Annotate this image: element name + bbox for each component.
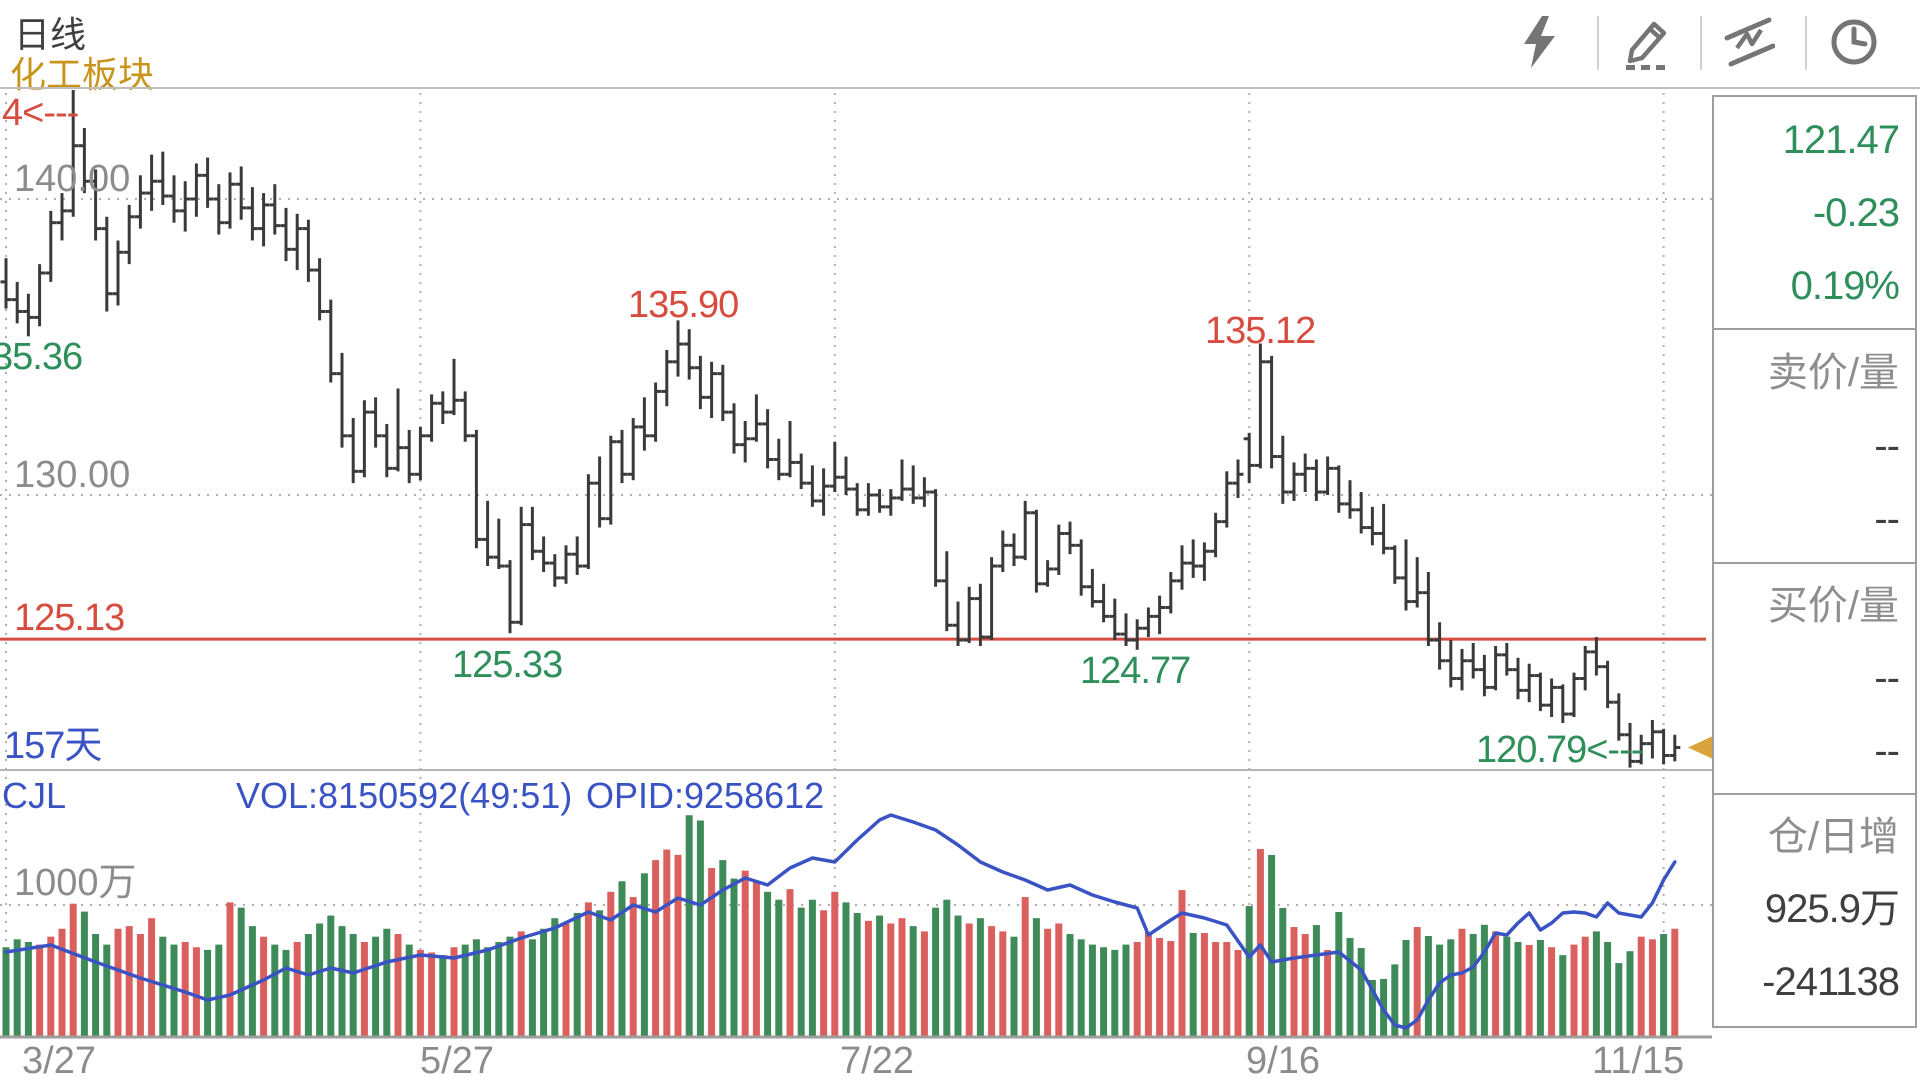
last-low-marker: 120.79<--- <box>1476 729 1643 771</box>
bid-label: 买价/量 <box>1767 584 1899 629</box>
ask-volume: -- <box>1874 497 1900 542</box>
x-axis-label: 7/22 <box>840 1040 914 1080</box>
swing-low-2-label: 124.77 <box>1080 650 1191 692</box>
swing-low-1-label: 125.33 <box>452 644 563 686</box>
open-interest-value: 925.9万 <box>1764 887 1900 932</box>
draw-pencil-icon[interactable] <box>1620 14 1672 71</box>
quote-panel: 121.47 -0.23 0.19% 卖价/量 -- -- 买价/量 -- --… <box>1712 95 1917 1028</box>
price-gridline-label-130: 130.00 <box>14 454 131 496</box>
swing-high-1-label: 135.90 <box>628 284 739 326</box>
open-interest-daily-change: -241138 <box>1762 959 1900 1004</box>
lightning-icon[interactable] <box>1514 14 1566 70</box>
toolbar-divider <box>1700 16 1702 70</box>
quote-section-ask: 卖价/量 -- -- <box>1714 328 1915 562</box>
swing-high-2-label: 135.12 <box>1205 310 1316 352</box>
last-price: 121.47 <box>1782 117 1900 162</box>
x-axis-label: 11/15 <box>1592 1040 1685 1080</box>
toolbar-divider <box>1597 16 1599 70</box>
clock-icon[interactable] <box>1828 14 1880 70</box>
trendline-icon[interactable] <box>1723 14 1776 70</box>
price-change-percent: 0.19% <box>1790 263 1900 308</box>
toolbar-divider <box>1805 16 1807 70</box>
chart-period-label: 日线 <box>14 14 87 55</box>
price-gridline-label-140: 140.00 <box>14 158 131 200</box>
opid-readout: OPID:9258612 <box>586 775 825 816</box>
quote-section-bid: 买价/量 -- -- <box>1714 562 1915 793</box>
volume-readout: VOL:8150592(49:51) <box>236 775 573 816</box>
period-high-marker: 4<--- <box>2 92 79 134</box>
x-axis-label: 3/27 <box>22 1040 96 1080</box>
quote-section-last: 121.47 -0.23 0.19% <box>1714 97 1915 328</box>
price-change: -0.23 <box>1812 190 1900 235</box>
volume-gridline-label: 1000万 <box>14 862 137 904</box>
bid-price: -- <box>1874 656 1900 701</box>
ask-label: 卖价/量 <box>1767 350 1899 395</box>
ask-price: -- <box>1874 423 1900 468</box>
x-axis-label: 5/27 <box>420 1040 494 1080</box>
indicator-name[interactable]: CJL <box>2 775 67 816</box>
x-axis-label: 9/16 <box>1246 1040 1320 1080</box>
position-label: 仓/日增 <box>1767 815 1899 860</box>
quote-section-position: 仓/日增 925.9万 -241138 <box>1714 793 1915 1024</box>
left-low-marker: 35.36 <box>0 336 83 378</box>
ref-line-label: 125.13 <box>14 597 125 639</box>
bid-volume: -- <box>1874 728 1900 773</box>
days-counter: 157天 <box>4 725 102 767</box>
